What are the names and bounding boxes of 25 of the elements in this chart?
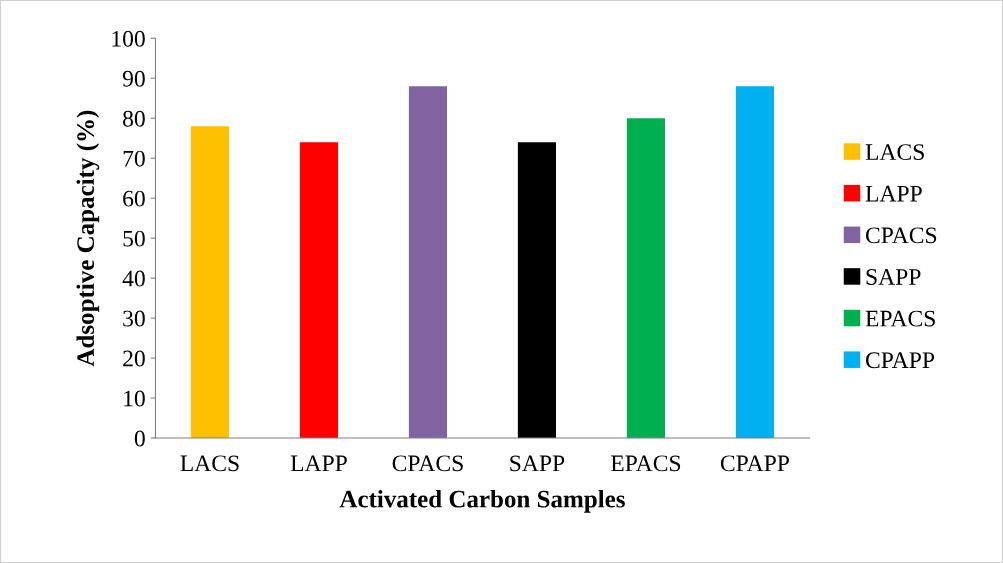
y-tick-label: 10 [124, 390, 145, 407]
y-tick-label: 90 [122, 70, 145, 87]
legend-label: EPACS [865, 310, 935, 327]
legend-label: CPAPP [865, 352, 935, 369]
y-tick-label: 40 [122, 270, 145, 287]
y-tick-label: 20 [123, 350, 145, 367]
y-axis-title: Adsoptive Capacity (%) [76, 110, 100, 367]
y-tick-label: 100 [112, 30, 145, 47]
x-tick-label: LAPP [290, 455, 347, 472]
y-tick-label: 80 [123, 110, 145, 127]
x-axis-title: Activated Carbon Samples [339, 489, 625, 513]
legend-label: LAPP [865, 185, 922, 202]
y-tick-label: 70 [123, 150, 145, 167]
legend-label: LACS [865, 144, 924, 161]
y-tick-label: 60 [123, 190, 145, 207]
x-tick-label: LACS [180, 455, 239, 472]
legend-label: CPACS [865, 227, 937, 244]
x-tick-label: CPACS [392, 455, 463, 472]
y-tick-label: 30 [123, 310, 145, 327]
x-tick-label: CPAPP [720, 455, 789, 472]
y-tick-label: 0 [134, 430, 145, 447]
y-tick-label: 50 [123, 230, 145, 247]
x-tick-label: EPACS [610, 455, 681, 472]
x-tick-label: SAPP [510, 455, 565, 472]
legend-label: SAPP [866, 269, 921, 285]
